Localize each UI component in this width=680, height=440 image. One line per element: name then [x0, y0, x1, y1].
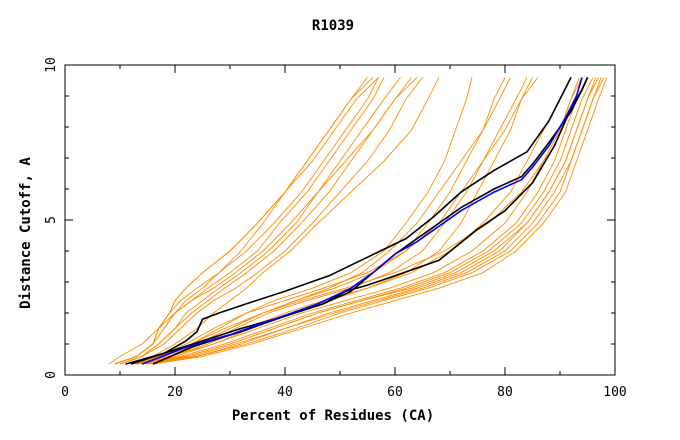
- y-axis-title: Distance Cutoff, A: [18, 157, 34, 309]
- y-axis: 0 5 10: [44, 57, 615, 379]
- series-line-15: [125, 77, 539, 365]
- y-tick-label: 0: [44, 371, 59, 379]
- chart-title: R1039: [312, 18, 354, 34]
- series-line-21: [147, 77, 605, 365]
- x-tick-label: 60: [387, 385, 403, 400]
- x-tick-label: 0: [61, 385, 69, 400]
- series-line-24: [136, 77, 597, 365]
- series-line-25: [125, 77, 580, 365]
- series-line-29: [152, 77, 589, 365]
- series-line-9: [125, 77, 440, 365]
- series-line-26: [108, 77, 418, 365]
- series-line-27: [130, 77, 572, 365]
- x-tick-label: 40: [277, 385, 293, 400]
- series-line-22: [152, 77, 608, 365]
- series-line-10: [130, 77, 473, 365]
- series-line-23: [147, 77, 602, 365]
- x-axis: 0 20 40 60 80 100: [61, 65, 627, 400]
- series-line-5: [114, 77, 379, 365]
- series-line-30: [141, 77, 583, 365]
- series-line-19: [141, 77, 594, 365]
- series-line-1: [114, 77, 368, 365]
- series-line-8: [119, 77, 423, 365]
- x-tick-label: 80: [497, 385, 513, 400]
- series-layer: [108, 77, 608, 365]
- x-axis-title: Percent of Residues (CA): [232, 408, 434, 424]
- y-tick-label: 5: [44, 216, 59, 224]
- series-line-18: [136, 77, 588, 365]
- series-line-20: [141, 77, 599, 365]
- series-line-16: [130, 77, 572, 365]
- plot-frame: [64, 64, 616, 376]
- series-line-28: [125, 77, 589, 365]
- series-line-7: [119, 77, 412, 365]
- x-tick-label: 100: [603, 385, 626, 400]
- series-line-12: [136, 77, 528, 365]
- series-line-4: [114, 77, 385, 365]
- x-tick-label: 20: [167, 385, 183, 400]
- series-line-13: [136, 77, 533, 365]
- y-tick-label: 10: [44, 57, 59, 73]
